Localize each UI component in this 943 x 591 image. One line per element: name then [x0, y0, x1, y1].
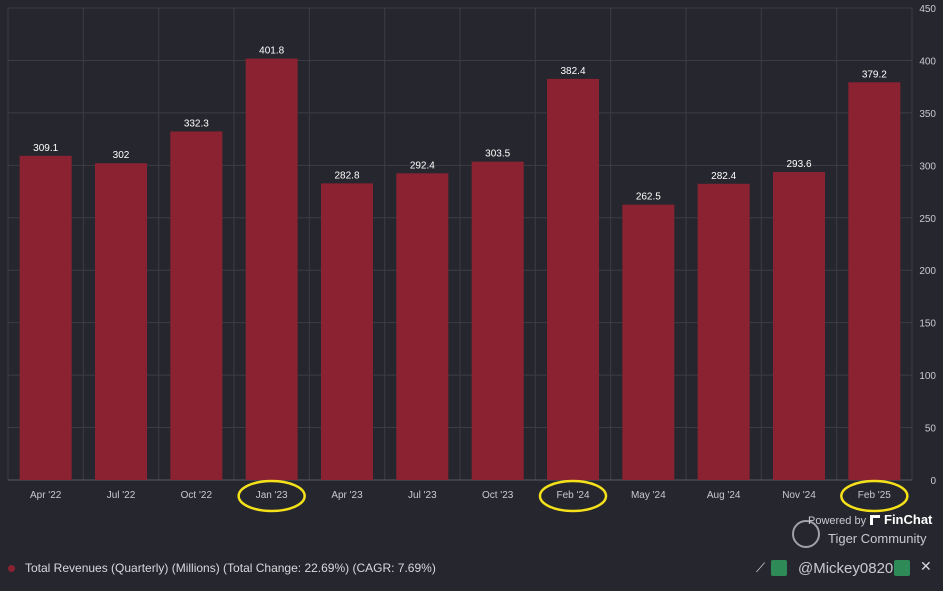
x-tick-label: Feb '24 — [556, 490, 589, 501]
y-tick-label: 400 — [919, 56, 936, 67]
y-tick-label: 50 — [925, 424, 937, 435]
x-tick-label: Oct '22 — [181, 490, 213, 501]
x-tick-label: Nov '24 — [782, 490, 816, 501]
y-tick-label: 250 — [919, 214, 936, 225]
grid — [7, 7, 913, 481]
bar-value-label: 282.8 — [334, 170, 359, 181]
powered-by-text: Powered by — [808, 515, 867, 527]
bar-value-label: 292.4 — [410, 160, 435, 171]
y-tick-label: 150 — [919, 319, 936, 330]
tiger-logo-icon — [792, 520, 820, 548]
y-tick-label: 300 — [919, 161, 936, 172]
highlights — [237, 479, 909, 513]
x-tick-label: May '24 — [631, 490, 666, 501]
brand-block: Powered by FinChat Tiger Community — [790, 512, 940, 552]
bar[interactable] — [170, 131, 223, 480]
bar[interactable] — [773, 172, 825, 481]
highlight-circle — [840, 479, 909, 513]
finchat-name: FinChat — [884, 512, 933, 527]
bar[interactable] — [622, 204, 675, 480]
legend-dot-icon — [8, 564, 15, 572]
bar-value-label: 282.4 — [711, 171, 736, 182]
bar-value-label: 262.5 — [636, 192, 661, 203]
x-tick-label: Jul '23 — [408, 490, 437, 501]
legend-label: Total Revenues (Quarterly) (Millions) (T… — [25, 561, 436, 575]
chart-toolbar: ⟋ — [756, 558, 938, 578]
bar[interactable] — [245, 58, 298, 480]
bar-labels: 309.1 302 332.3 401.8 282.8 292.4 303.5 382.4 26… — [33, 46, 887, 203]
y-tick-label: 0 — [930, 476, 936, 487]
bar[interactable] — [471, 161, 524, 480]
bar[interactable] — [848, 82, 901, 481]
revenue-bar-chart: 309.1 302 332.3 401.8 282.8 292.4 303.5 382.4 26… — [7, 4, 936, 513]
bar-value-label: 379.2 — [862, 69, 887, 80]
highlight-circle — [237, 479, 306, 513]
x-tick-label: Aug '24 — [707, 490, 741, 501]
bar[interactable] — [321, 183, 373, 481]
x-axis-ticks: Apr '22 Jul '22 Oct '22 Jan '23 Apr '23 Jul '… — [30, 490, 891, 501]
bar-value-label: 401.8 — [259, 46, 284, 57]
bar[interactable] — [697, 183, 750, 481]
x-tick-label: Oct '23 — [482, 490, 514, 501]
x-tick-label: Feb '25 — [858, 490, 891, 501]
trend-icon[interactable]: ⟋ — [756, 560, 766, 575]
finchat-logo: FinChat — [870, 512, 932, 527]
tiger-community-text: Tiger Community — [828, 531, 927, 546]
bar-value-label: 303.5 — [485, 149, 510, 160]
bar[interactable] — [95, 163, 147, 481]
dashboard-icon[interactable] — [894, 560, 910, 576]
x-tick-label: Apr '23 — [331, 490, 363, 501]
x-tick-label: Jul '22 — [107, 490, 136, 501]
watermark: @Mickey082024 — [798, 560, 910, 577]
finchat-icon — [870, 515, 880, 525]
legend[interactable]: Total Revenues (Quarterly) (Millions) (T… — [8, 560, 436, 576]
highlight-circle — [538, 479, 608, 513]
y-tick-label: 100 — [919, 371, 936, 382]
bar-value-label: 309.1 — [33, 143, 58, 154]
y-axis-ticks: 0 50 100 150 200 250 300 350 400 450 — [919, 4, 936, 487]
y-tick-label: 450 — [919, 4, 936, 15]
bar-chart-icon[interactable] — [771, 560, 788, 576]
bar[interactable] — [19, 155, 72, 480]
bars — [19, 58, 901, 481]
bar-value-label: 302 — [113, 150, 130, 161]
x-tick-label: Apr '22 — [30, 490, 62, 501]
x-tick-label: Jan '23 — [256, 490, 288, 501]
bar-value-label: 332.3 — [184, 118, 209, 129]
bar[interactable] — [396, 173, 449, 481]
bar-value-label: 382.4 — [560, 66, 585, 77]
close-icon[interactable]: ✕ — [920, 558, 932, 574]
y-tick-label: 200 — [919, 266, 936, 277]
y-tick-label: 350 — [919, 109, 936, 120]
bar[interactable] — [547, 78, 599, 480]
bar-value-label: 293.6 — [786, 159, 811, 170]
